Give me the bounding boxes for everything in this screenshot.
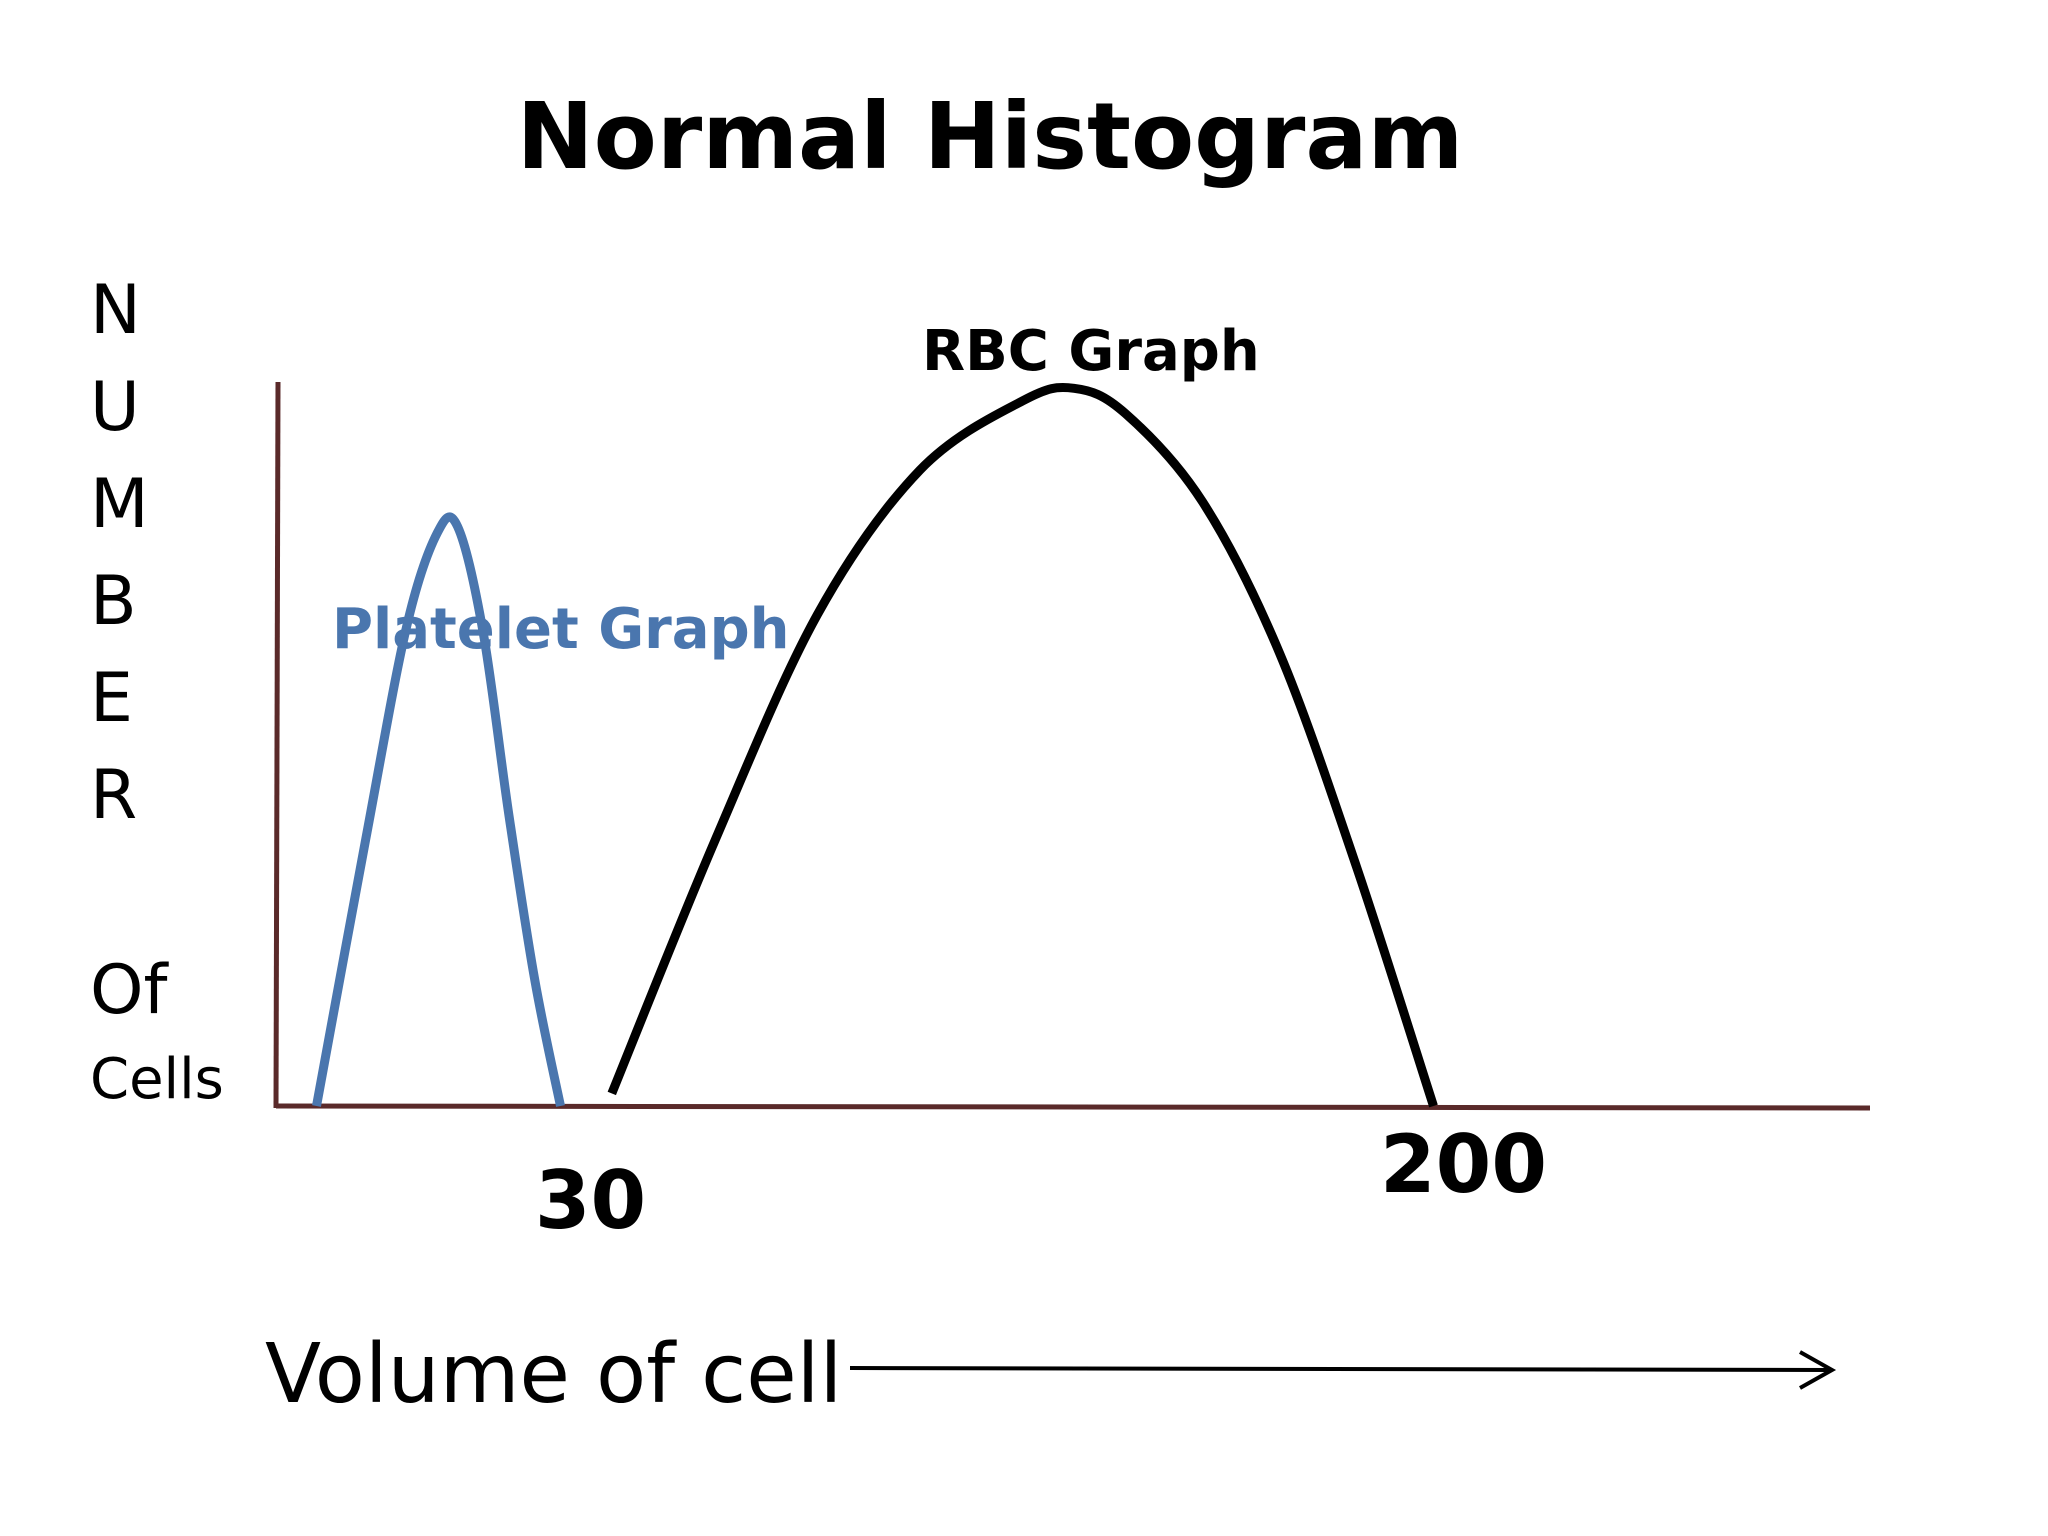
- series-layer: [312, 382, 1438, 1108]
- y-axis-line: [273, 381, 281, 1109]
- y-label-letter-e: E: [90, 659, 133, 738]
- series-labels: Platelet Graph RBC Graph: [332, 319, 1260, 662]
- platelet-graph-line: [312, 512, 565, 1107]
- x-axis-arrow: [849, 1350, 1837, 1390]
- x-tick-label-200: 200: [1380, 1118, 1547, 1211]
- x-tick-label-30: 30: [535, 1154, 646, 1247]
- rbc-graph-label: RBC Graph: [922, 319, 1260, 384]
- y-axis-label: N U M B E R Of Cells: [90, 271, 224, 1112]
- y-label-letter-r: R: [90, 756, 137, 835]
- y-label-cells: Cells: [90, 1047, 224, 1112]
- y-label-of: Of: [90, 951, 170, 1030]
- x-tick-labels: 30 200: [535, 1118, 1547, 1247]
- rbc-graph-line: [607, 382, 1438, 1108]
- x-axis-line: [275, 1103, 1871, 1111]
- y-label-letter-b: B: [90, 562, 137, 641]
- chart-title: Normal Histogram: [517, 83, 1464, 190]
- platelet-graph-label: Platelet Graph: [332, 597, 790, 662]
- y-label-letter-m: M: [90, 465, 149, 544]
- y-label-letter-n: N: [90, 271, 141, 350]
- x-axis-label: Volume of cell: [265, 1327, 842, 1422]
- y-label-letter-u: U: [90, 368, 140, 447]
